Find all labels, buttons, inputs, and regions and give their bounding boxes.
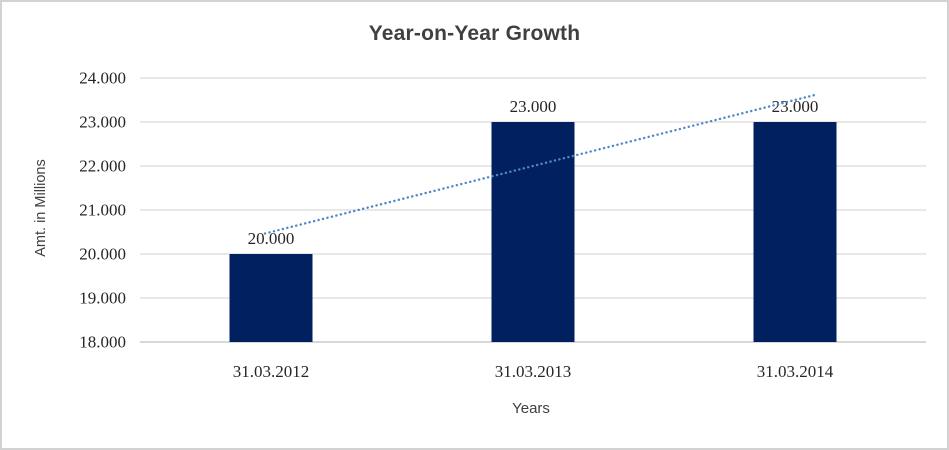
bar: [491, 122, 575, 342]
x-tick-label: 31.03.2014: [757, 362, 834, 381]
x-tick-label: 31.03.2012: [233, 362, 310, 381]
chart-title: Year-on-Year Growth: [368, 22, 581, 45]
y-tick-label: 21.000: [79, 201, 126, 220]
y-tick-label: 20.000: [79, 245, 126, 264]
y-tick-label: 24.000: [79, 69, 126, 88]
bar-value-label: 23.000: [772, 97, 819, 116]
bar-value-label: 20.000: [248, 229, 295, 248]
x-tick-label: 31.03.2013: [495, 362, 572, 381]
y-tick-label: 18.000: [79, 333, 126, 352]
y-tick-label: 19.000: [79, 289, 126, 308]
y-tick-label: 22.000: [79, 157, 126, 176]
bar-value-label: 23.000: [510, 97, 557, 116]
x-axis-title: Years: [512, 400, 550, 417]
y-tick-label: 23.000: [79, 113, 126, 132]
bar: [753, 122, 837, 342]
bar: [229, 254, 313, 342]
